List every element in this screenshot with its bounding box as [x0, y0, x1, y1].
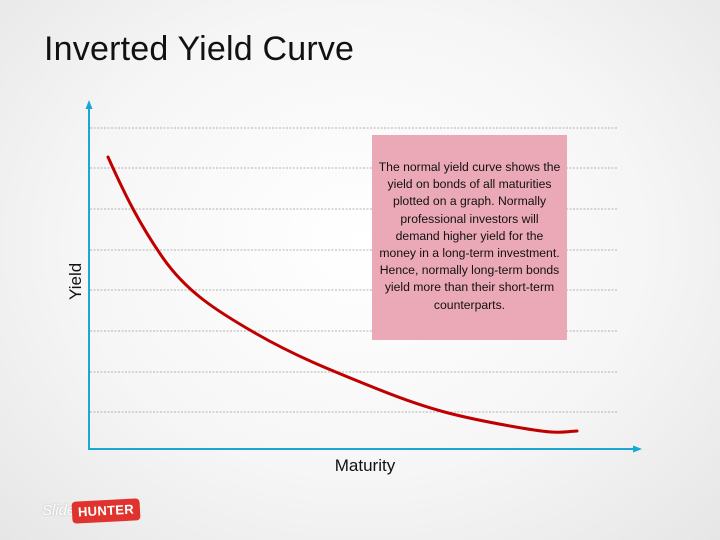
slide-title: Inverted Yield Curve: [44, 30, 355, 68]
yield-curve-line: [106, 155, 579, 434]
explanation-note: The normal yield curve shows the yield o…: [372, 135, 567, 340]
x-axis-label: Maturity: [334, 456, 396, 475]
y-axis: [85, 100, 93, 449]
logo-badge: HUNTER: [71, 498, 141, 524]
y-axis-label: Yield: [66, 262, 85, 300]
logo-text-slide: Slide: [42, 502, 76, 519]
grid-lines: [90, 127, 618, 413]
logo-text-hunter: HUNTER: [77, 501, 135, 520]
x-axis: [88, 445, 642, 453]
